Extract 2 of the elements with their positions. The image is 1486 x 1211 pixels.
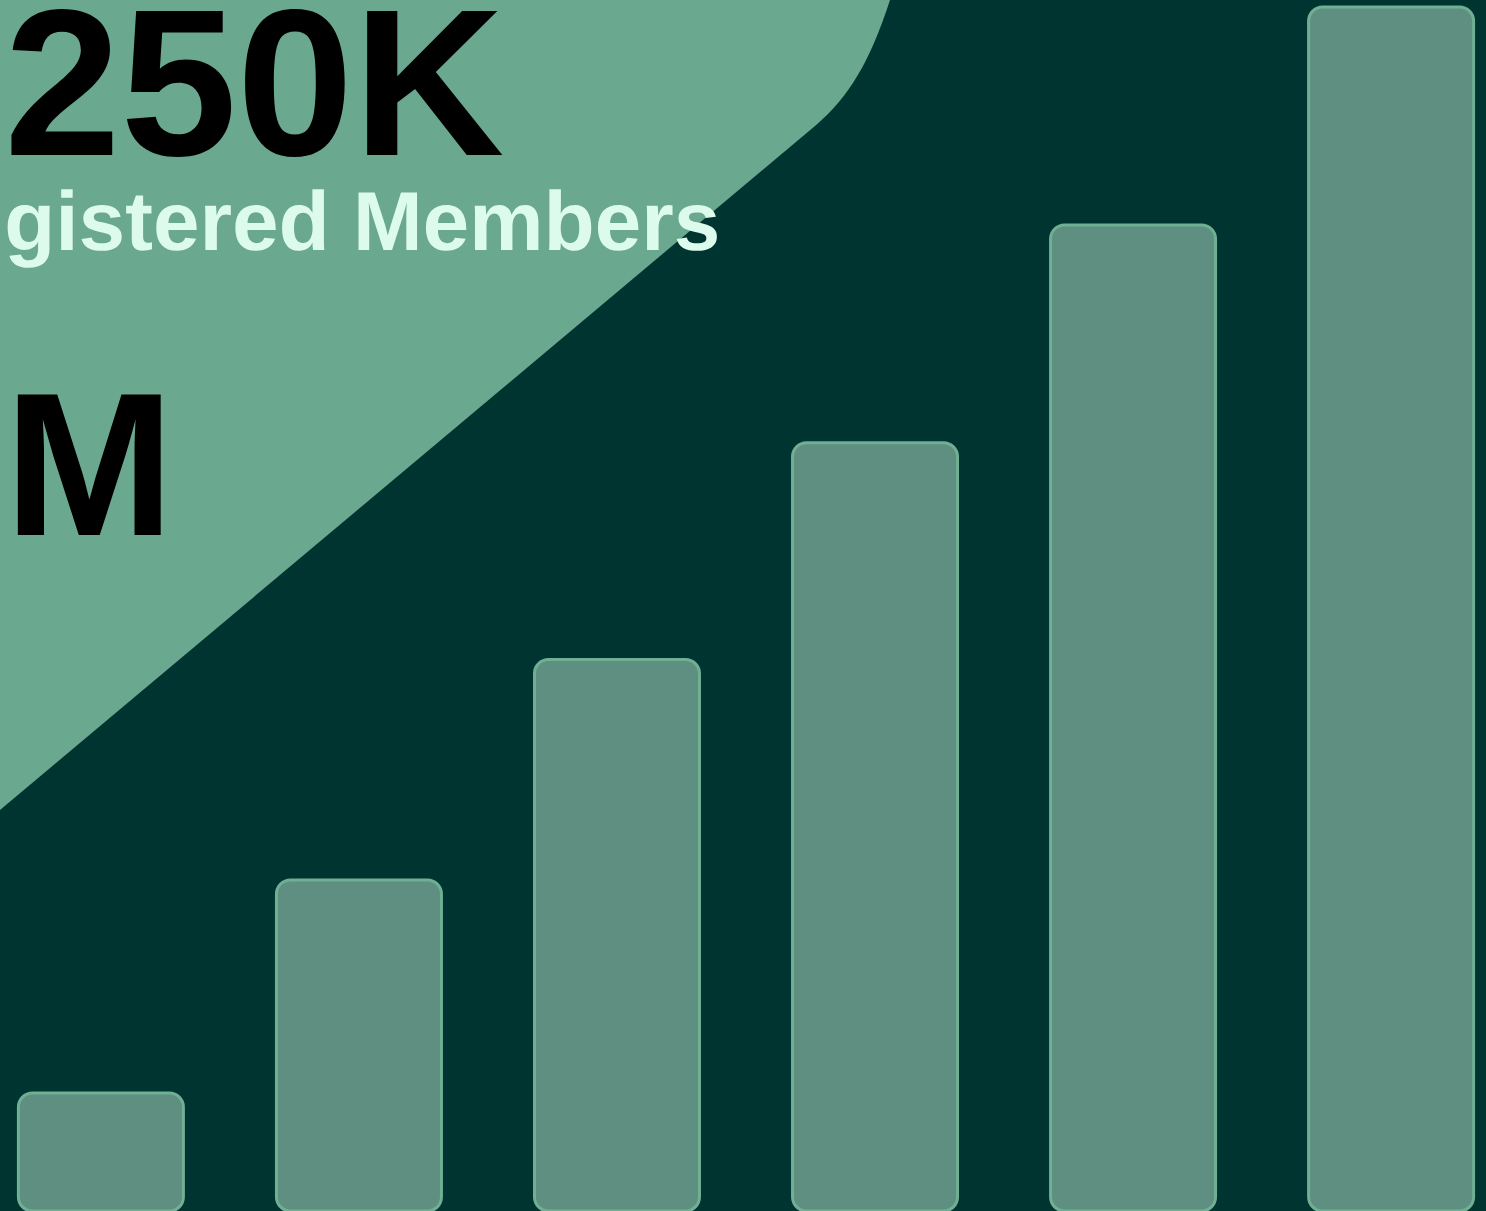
annotation: 250K <box>11 8 503 158</box>
annotation: M <box>17 394 161 535</box>
